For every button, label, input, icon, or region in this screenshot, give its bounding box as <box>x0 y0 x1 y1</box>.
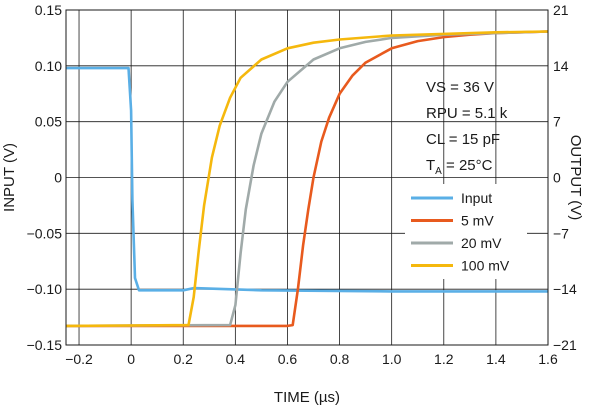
x-tick-label: 1.2 <box>434 351 454 367</box>
y-right-tick-label: −14 <box>553 281 577 297</box>
annotation-rpu: RPU = 5.1 k <box>426 105 508 122</box>
y-left-tick-label: −0.05 <box>27 225 63 241</box>
y-right-tick-label: 7 <box>553 114 561 130</box>
x-tick-label: 0 <box>127 351 135 367</box>
series-line-0 <box>66 66 548 293</box>
series-line-1 <box>66 30 549 328</box>
axis-ticks: −0.2 0 0.2 0.4 0.6 0.8 1.0 1.2 1.4 1.6 0.15 0.10 0.0… <box>27 2 577 367</box>
x-tick-label: 1.0 <box>382 351 402 367</box>
annotation-cl: CL = 15 pF <box>426 131 500 148</box>
legend-label: 20 mV <box>461 235 502 251</box>
plot-frame <box>65 9 549 346</box>
y-right-tick-label: 21 <box>553 2 569 18</box>
conditions-annotation: VS = 36 V RPU = 5.1 k CL = 15 pF TA = 25… <box>426 79 508 177</box>
y-right-tick-label: −7 <box>553 225 569 241</box>
legend-background <box>405 184 527 279</box>
y-right-tick-label: −21 <box>553 337 577 353</box>
x-tick-label: 0.8 <box>330 351 350 367</box>
x-tick-label: 0.6 <box>278 351 298 367</box>
annotation-vs: VS = 36 V <box>426 79 494 96</box>
legend: Input 5 mV 20 mV 100 mV <box>405 184 527 279</box>
y-axis-left-label: INPUT (V) <box>1 143 18 212</box>
series-layer <box>65 30 549 328</box>
grid <box>66 9 549 346</box>
y-right-tick-label: 0 <box>553 170 561 186</box>
x-tick-label: 0.2 <box>174 351 194 367</box>
y-left-tick-label: −0.10 <box>27 281 63 297</box>
y-left-tick-label: 0.10 <box>35 58 62 74</box>
y-left-tick-label: 0.05 <box>35 114 62 130</box>
legend-label: 5 mV <box>461 213 494 229</box>
y-left-tick-label: 0 <box>54 170 62 186</box>
y-axis-right-label: OUTPUT (V) <box>567 135 584 221</box>
series-line-2 <box>65 30 549 328</box>
y-right-tick-label: 14 <box>553 58 569 74</box>
series-line-3 <box>65 30 549 328</box>
legend-label: Input <box>461 190 492 206</box>
x-tick-label: −0.2 <box>65 351 93 367</box>
y-left-tick-label: 0.15 <box>35 2 62 18</box>
x-tick-label: 1.4 <box>486 351 506 367</box>
legend-label: 100 mV <box>461 258 510 274</box>
annotation-ta: TA = 25°C <box>426 157 493 177</box>
x-tick-label: 0.4 <box>226 351 246 367</box>
x-axis-label: TIME (µs) <box>274 389 340 406</box>
x-tick-label: 1.6 <box>538 351 558 367</box>
y-left-tick-label: −0.15 <box>27 337 63 353</box>
